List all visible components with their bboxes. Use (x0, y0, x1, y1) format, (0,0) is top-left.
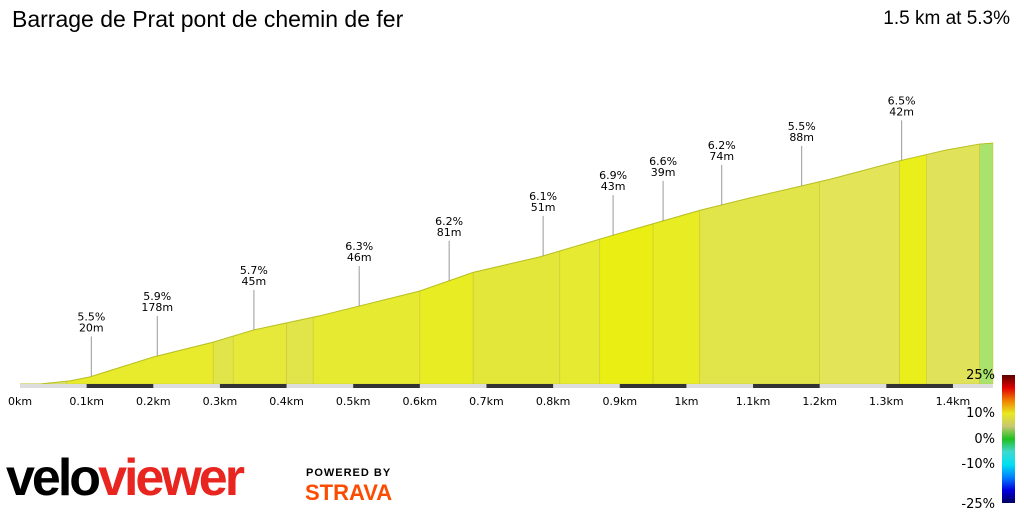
gradient-segment-7 (472, 250, 561, 385)
legend-label: 25% (966, 368, 995, 383)
x-tick-label: 0.7km (469, 395, 504, 408)
legend-label: 10% (966, 406, 995, 421)
distance-strip-dark-band (353, 384, 420, 388)
annotation-length: 88m (789, 131, 814, 144)
distance-strip-dark-band (886, 384, 953, 388)
x-tick-label: 1.2km (802, 395, 837, 408)
annotation-length: 20m (79, 321, 104, 334)
x-tick-label: 1.3km (869, 395, 904, 408)
annotation-length: 43m (601, 180, 626, 193)
strava-logo: STRAVA (305, 480, 393, 505)
gradient-segment-3 (232, 322, 287, 385)
gradient-segment-14 (926, 143, 980, 385)
distance-strip-dark-band (486, 384, 554, 388)
gradient-segment-5 (312, 290, 421, 385)
x-tick-label: 0.1km (69, 395, 104, 408)
gradient-segment-8 (559, 238, 601, 385)
annotation-length: 51m (531, 201, 556, 214)
x-tick-label: 1.4km (936, 395, 971, 408)
annotation-length: 178m (141, 301, 173, 314)
powered-by-label: POWERED BY (306, 467, 392, 479)
gradient-segment-11 (699, 181, 820, 385)
legend-label: -10% (961, 457, 995, 472)
gradient-segment-1 (66, 341, 214, 385)
gradient-segment-10 (652, 210, 701, 385)
annotation-grade: 6.2% (435, 215, 463, 228)
x-tick-label: 1.1km (736, 395, 771, 408)
gradient-segment-13 (899, 154, 927, 385)
gradient-segment-15 (979, 142, 994, 385)
annotation-grade: 5.5% (77, 310, 105, 323)
x-tick-label: 0.8km (536, 395, 571, 408)
gradient-color-legend (1002, 375, 1015, 503)
x-tick-label: 0.5km (336, 395, 371, 408)
x-tick-label: 0km (8, 395, 32, 408)
legend-label: -25% (961, 497, 995, 512)
annotation-grade: 6.1% (529, 190, 557, 203)
annotation-length: 42m (889, 105, 914, 118)
distance-strip-dark-band (753, 384, 820, 388)
annotation-grade: 5.9% (143, 290, 171, 303)
annotation-grade: 6.2% (708, 139, 736, 152)
annotation-length: 46m (347, 251, 372, 264)
annotation-length: 45m (242, 275, 267, 288)
profile-line (20, 142, 993, 385)
annotation-length: 74m (709, 150, 734, 163)
distance-strip-dark-band (619, 384, 687, 388)
gradient-segment-12 (819, 160, 900, 385)
page-title: Barrage de Prat pont de chemin de fer (12, 6, 404, 32)
annotation-grade: 5.5% (788, 120, 816, 133)
gradient-segment-6 (419, 271, 474, 385)
x-tick-label: 0.6km (403, 395, 438, 408)
x-tick-label: 0.2km (136, 395, 171, 408)
distance-strip-dark-band (219, 384, 287, 388)
annotation-length: 39m (651, 166, 676, 179)
distance-strip-dark-band (86, 384, 154, 388)
climb-summary: 1.5 km at 5.3% (883, 8, 1010, 29)
annotation-grade: 6.6% (649, 155, 677, 168)
x-tick-label: 1km (674, 395, 698, 408)
x-tick-label: 0.4km (269, 395, 304, 408)
gradient-segment-4 (286, 316, 314, 385)
annotation-grade: 6.3% (345, 240, 373, 253)
veloviewer-logo: veloviewer (6, 449, 245, 507)
annotation-length: 81m (437, 226, 462, 239)
annotation-grade: 6.5% (888, 94, 916, 107)
gradient-segment-2 (212, 335, 234, 385)
annotation-grade: 5.7% (240, 264, 268, 277)
annotation-grade: 6.9% (599, 169, 627, 182)
x-tick-label: 0.9km (602, 395, 637, 408)
x-tick-label: 0.3km (203, 395, 238, 408)
legend-label: 0% (974, 432, 995, 447)
gradient-segment-9 (599, 223, 654, 385)
